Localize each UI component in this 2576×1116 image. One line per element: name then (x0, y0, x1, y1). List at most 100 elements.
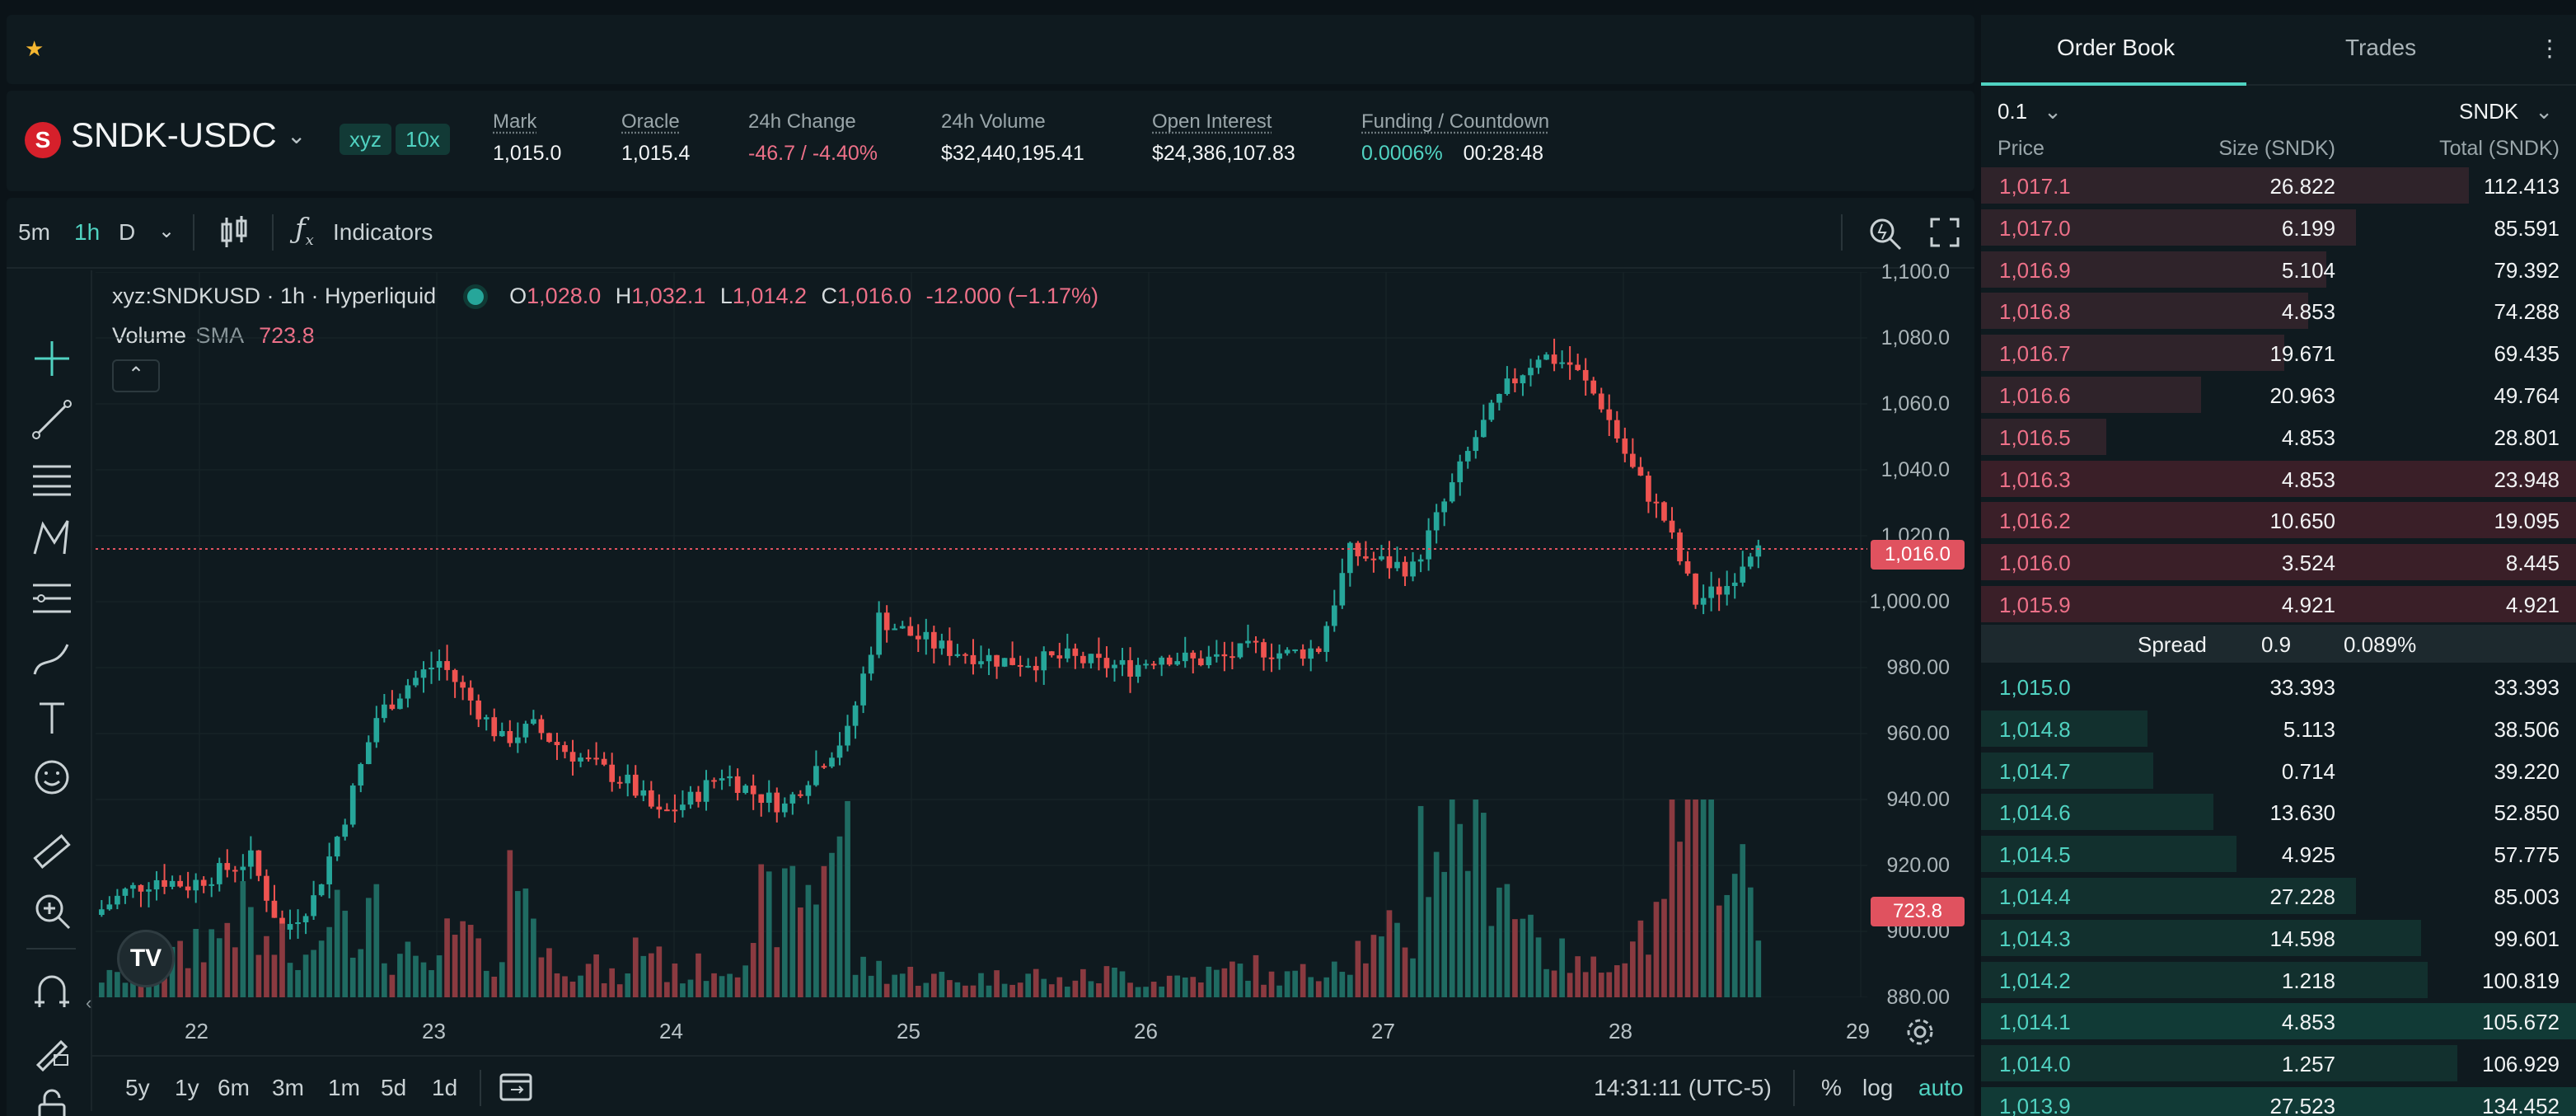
bid-row[interactable]: 1,015.0 33.393 33.393 (1981, 668, 2576, 706)
candle (962, 654, 968, 656)
bid-row[interactable]: 1,014.8 5.113 38.506 (1981, 710, 2576, 748)
chevron-down-icon[interactable]: ⌄ (158, 220, 176, 242)
zoom-in-icon[interactable] (31, 890, 73, 931)
bid-row[interactable]: 1,014.4 27.228 85.003 (1981, 877, 2576, 915)
volume-bar (1363, 963, 1369, 997)
tick-size-select[interactable]: 0.1 ⌄ (1998, 99, 2062, 124)
range-1m[interactable]: 1m (328, 1075, 360, 1100)
bid-row[interactable]: 1,014.6 13.630 52.850 (1981, 793, 2576, 831)
indicators-button[interactable]: Indicators (333, 219, 433, 245)
sma-label: SMA (195, 323, 243, 348)
y-tick-label: 940.00 (1886, 788, 1950, 811)
range-3m[interactable]: 3m (272, 1075, 304, 1100)
timeframe-5m[interactable]: 5m (18, 219, 50, 245)
depth-bar (1981, 836, 2237, 873)
range-1y[interactable]: 1y (175, 1075, 199, 1100)
ask-row[interactable]: 1,017.1 26.822 112.413 (1981, 166, 2576, 204)
volume-bar (232, 947, 238, 997)
unit-select[interactable]: SNDK ⌄ (2459, 99, 2553, 124)
candle (373, 718, 380, 743)
log-toggle[interactable]: log (1862, 1075, 1894, 1100)
ask-size: 26.822 (2269, 174, 2335, 199)
range-5d[interactable]: 5d (381, 1075, 407, 1100)
emoji-icon[interactable] (31, 757, 73, 798)
chevron-left-icon[interactable]: ‹ (86, 992, 92, 1013)
date-range-icon[interactable] (498, 1070, 534, 1107)
volume-bar (1417, 805, 1424, 997)
range-1d[interactable]: 1d (432, 1075, 458, 1100)
candle (774, 792, 780, 813)
collapse-legend-button[interactable]: ⌃ (112, 359, 160, 392)
fib-icon[interactable] (31, 577, 73, 618)
funding-countdown: 00:28:48 (1463, 142, 1543, 165)
symbol-label[interactable]: xyz:SNDKUSD · 1h · Hyperliquid (112, 284, 437, 308)
ask-row[interactable]: 1,016.3 4.853 23.948 (1981, 460, 2576, 498)
percent-toggle[interactable]: % (1821, 1075, 1842, 1100)
leverage-badge[interactable]: 10x (396, 124, 450, 155)
volume-bar (1347, 974, 1353, 997)
ask-row[interactable]: 1,016.2 10.650 19.095 (1981, 501, 2576, 539)
horizontal-lines-icon[interactable] (31, 458, 73, 499)
tab-trades[interactable]: Trades (2345, 35, 2417, 60)
range-6m[interactable]: 6m (218, 1075, 250, 1100)
ask-row[interactable]: 1,016.8 4.853 74.288 (1981, 292, 2576, 330)
price-chart[interactable] (96, 272, 1867, 997)
timeframe-d[interactable]: D (119, 219, 136, 245)
star-icon[interactable]: ★ (25, 36, 44, 61)
brush-icon[interactable] (31, 638, 73, 679)
bid-row[interactable]: 1,013.9 27.523 134.452 (1981, 1086, 2576, 1116)
ask-row[interactable]: 1,017.0 6.199 85.591 (1981, 209, 2576, 246)
more-options-icon[interactable]: ⋮ (2538, 35, 2561, 61)
timeframe-1h[interactable]: 1h (74, 219, 101, 245)
bid-row[interactable]: 1,014.3 14.598 99.601 (1981, 919, 2576, 957)
gear-icon[interactable] (1905, 1017, 1935, 1051)
chevron-down-icon[interactable]: ⌄ (287, 123, 307, 148)
bid-total: 134.452 (2482, 1094, 2560, 1116)
candle-type-icon[interactable] (218, 214, 251, 255)
candle (1402, 561, 1408, 577)
magnet-icon[interactable] (31, 971, 73, 1012)
bid-row[interactable]: 1,014.7 0.714 39.220 (1981, 752, 2576, 790)
bid-row[interactable]: 1,014.1 4.853 105.672 (1981, 1002, 2576, 1040)
volume-bar (1174, 975, 1181, 997)
fullscreen-icon[interactable] (1928, 216, 1961, 253)
volume-bar (1056, 977, 1063, 997)
candle (1276, 653, 1282, 659)
volume-label[interactable]: Volume (112, 323, 187, 348)
volume-bar (1543, 968, 1549, 997)
ask-row[interactable]: 1,016.7 19.671 69.435 (1981, 334, 2576, 372)
lock-drawing-icon[interactable] (31, 1030, 73, 1071)
ask-total: 69.435 (2494, 341, 2560, 367)
bid-row[interactable]: 1,014.5 4.925 57.775 (1981, 835, 2576, 873)
volume-bar (216, 938, 222, 997)
bid-row[interactable]: 1,014.0 1.257 106.929 (1981, 1044, 2576, 1082)
volume-bar (115, 972, 120, 997)
ask-row[interactable]: 1,015.9 4.921 4.921 (1981, 585, 2576, 623)
crosshair-icon[interactable] (31, 338, 73, 379)
range-5y[interactable]: 5y (125, 1075, 150, 1100)
candle (970, 654, 977, 664)
pattern-icon[interactable] (31, 518, 73, 559)
ruler-icon[interactable] (31, 831, 73, 872)
lock-icon[interactable] (31, 1086, 73, 1116)
volume-bar (664, 982, 670, 997)
candle (1150, 664, 1157, 666)
ask-row[interactable]: 1,016.6 20.963 49.764 (1981, 376, 2576, 414)
price-axis[interactable]: 1,100.0 1,080.0 1,060.0 1,040.0 1,020.0 1,000… (1867, 260, 1974, 1047)
ask-row[interactable]: 1,016.5 4.853 28.801 (1981, 418, 2576, 456)
tab-order-book[interactable]: Order Book (2057, 35, 2176, 60)
candle (719, 778, 725, 781)
tradingview-logo[interactable]: TV (117, 930, 175, 987)
text-icon[interactable] (31, 697, 73, 739)
clock-readout[interactable]: 14:31:11 (UTC-5) (1594, 1075, 1772, 1100)
auto-toggle[interactable]: auto (1918, 1075, 1964, 1100)
ask-row[interactable]: 1,016.0 3.524 8.445 (1981, 543, 2576, 581)
ask-row[interactable]: 1,016.9 5.104 79.392 (1981, 251, 2576, 288)
bid-row[interactable]: 1,014.2 1.218 100.819 (1981, 961, 2576, 999)
candle (318, 884, 325, 896)
pair-selector[interactable]: SNDK-USDC (71, 115, 277, 154)
volume-bar (99, 982, 105, 997)
x-tick-label: 25 (897, 1019, 920, 1043)
trend-line-icon[interactable] (31, 399, 73, 440)
zoom-search-icon[interactable] (1866, 213, 1905, 256)
